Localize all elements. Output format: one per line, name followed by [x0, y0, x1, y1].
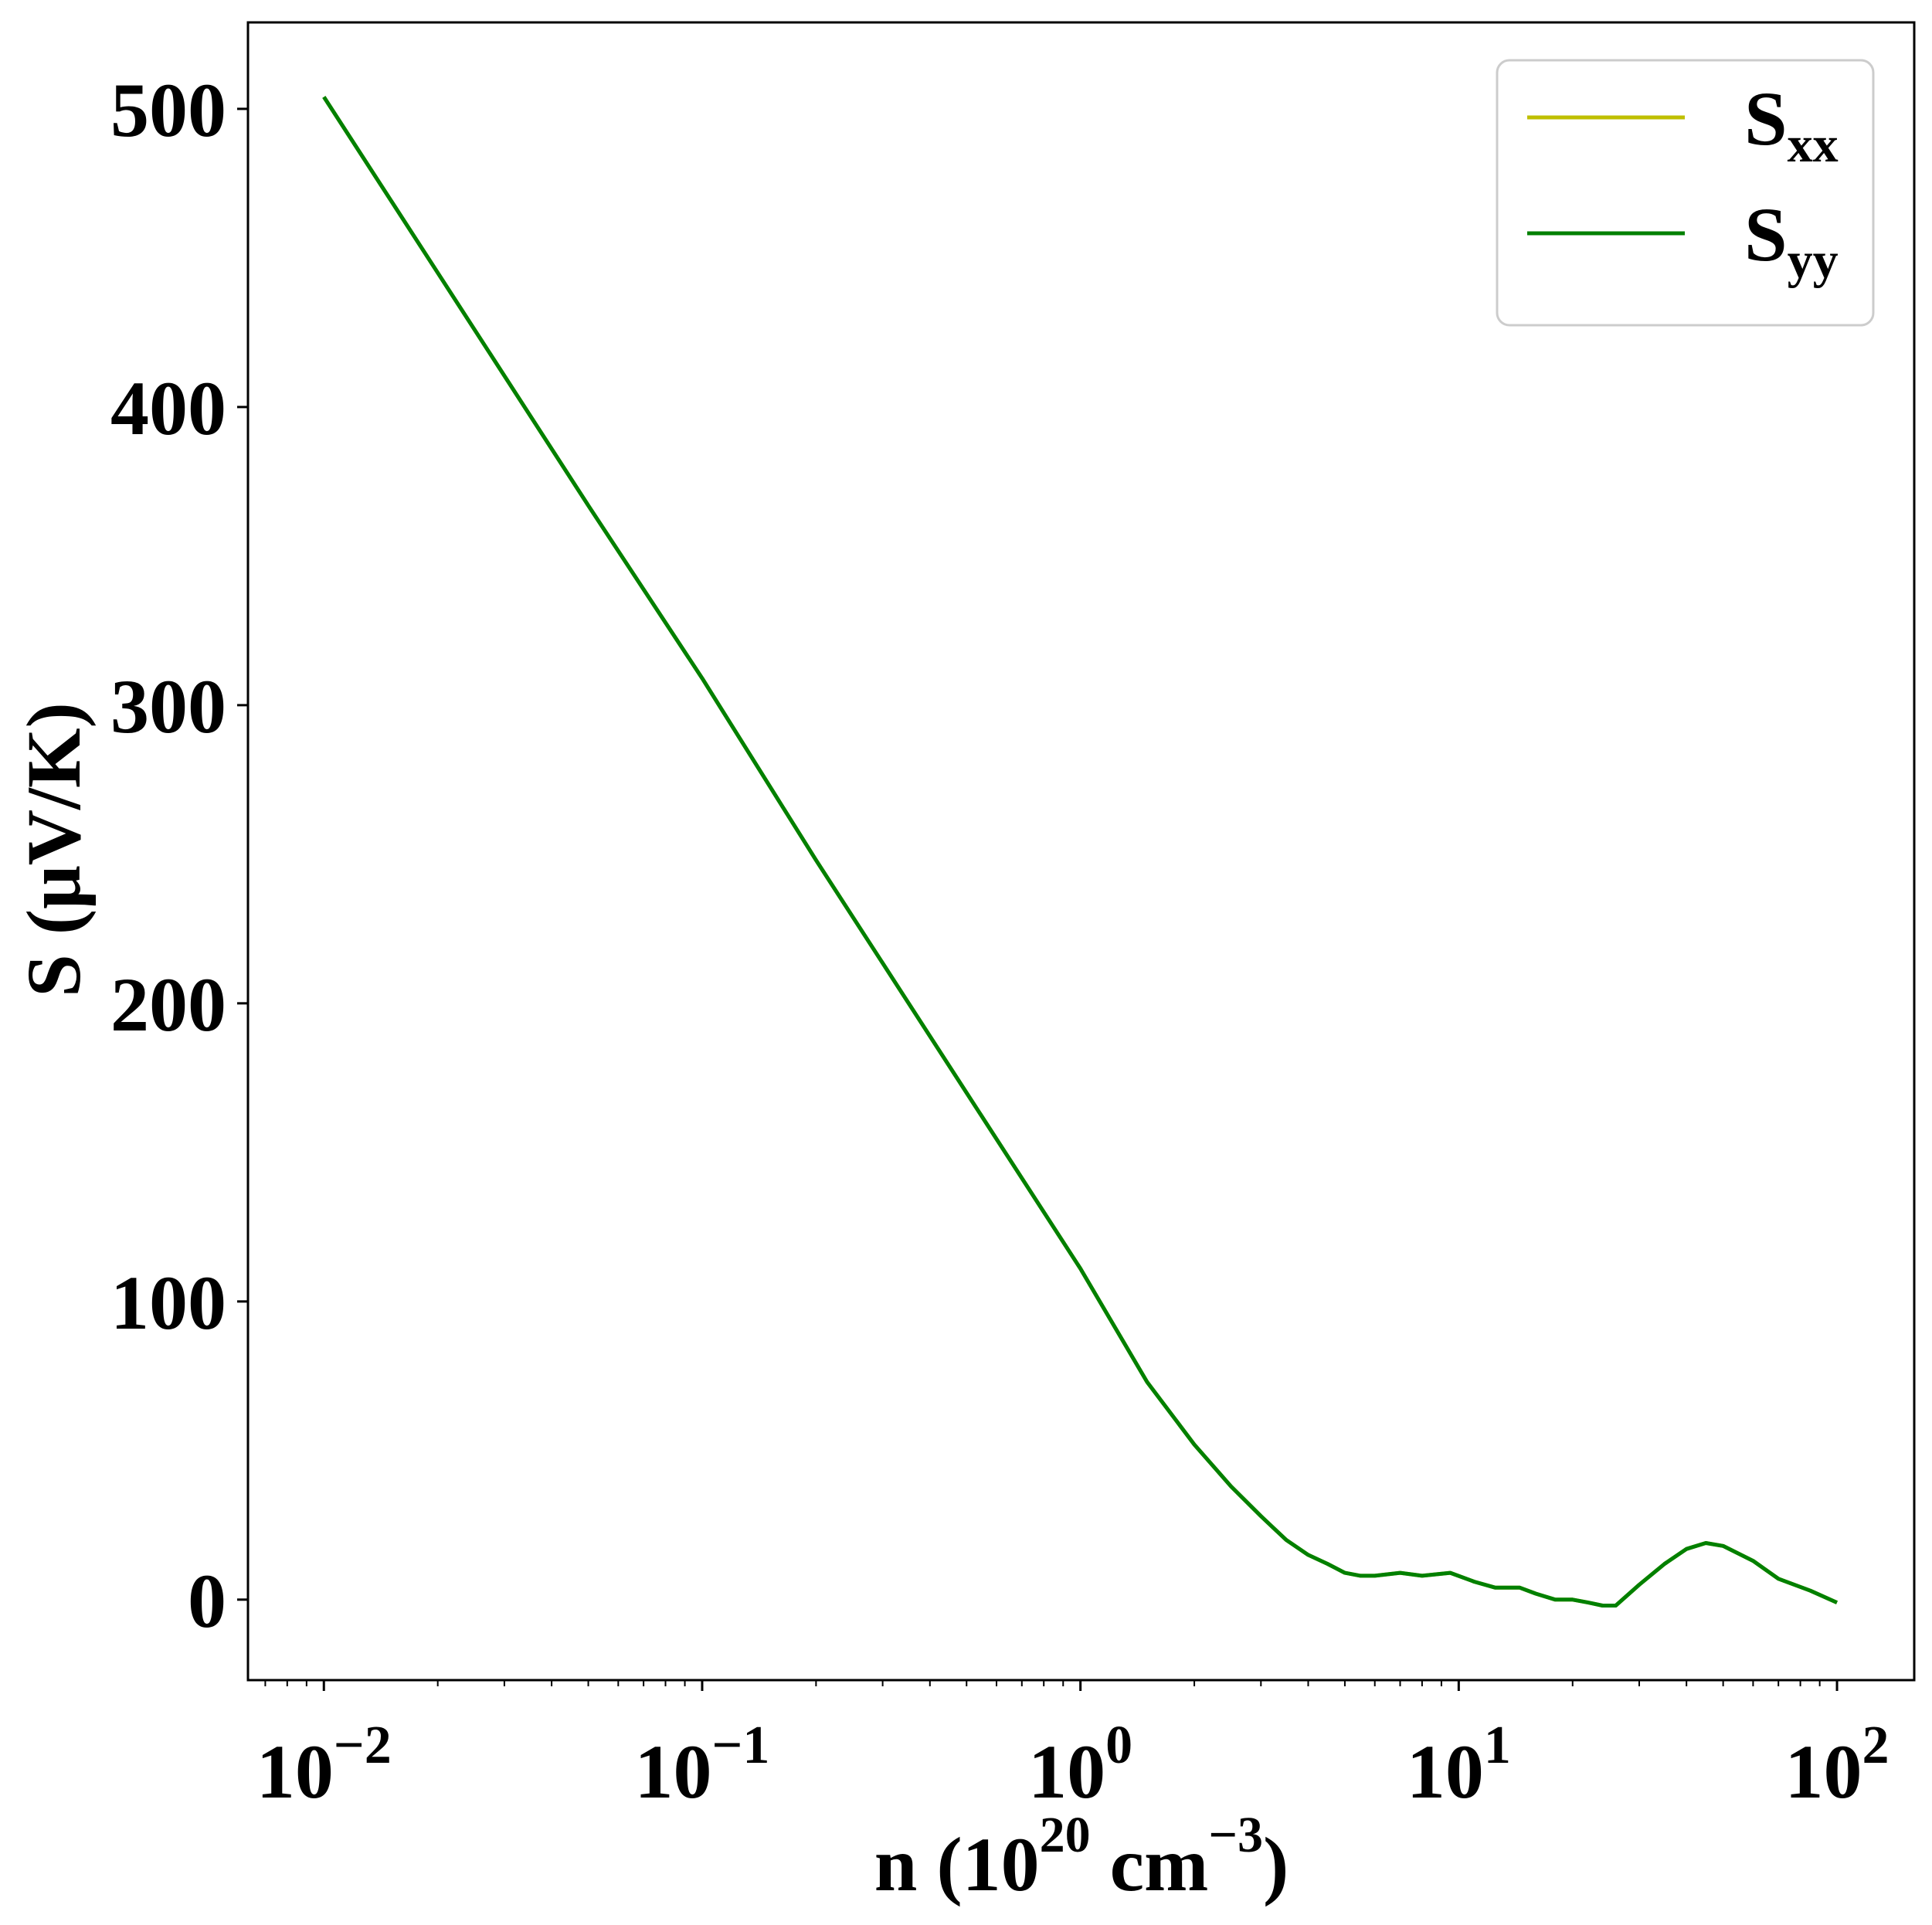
- x-tick-label: 101: [1407, 1716, 1511, 1815]
- x-tick-label: 102: [1785, 1716, 1890, 1815]
- x-axis-title-exp1: 20: [1040, 1807, 1091, 1863]
- legend-label-1: Syy: [1744, 192, 1839, 289]
- x-tick-label: 100: [1028, 1716, 1132, 1815]
- y-tick-label: 200: [110, 962, 226, 1047]
- y-tick-label: 0: [188, 1558, 226, 1644]
- y-axis: 0 100 200 300 400 500: [110, 67, 248, 1644]
- x-tick-label: 10−1: [635, 1716, 770, 1815]
- x-axis-title-base: n (10: [874, 1821, 1040, 1907]
- x-tick-label: 10−2: [256, 1716, 392, 1815]
- y-tick-label: 400: [110, 365, 226, 451]
- x-axis-title-exp2: −3: [1208, 1807, 1263, 1863]
- x-axis: 10−2 10−1 100 101 102: [256, 1680, 1890, 1815]
- y-tick-label: 300: [110, 664, 226, 749]
- legend-label-0: Sxx: [1744, 76, 1839, 173]
- x-axis-title-end: ): [1263, 1821, 1289, 1907]
- y-tick-label: 100: [110, 1260, 226, 1346]
- legend: Sxx Syy: [1496, 59, 1875, 327]
- legend-frame: [1496, 59, 1875, 327]
- series-line-1: [322, 96, 1839, 1608]
- x-axis-title: n (1020 cm−3): [874, 1807, 1289, 1907]
- series-layer: [322, 96, 1839, 1608]
- x-axis-title-mid: cm: [1091, 1821, 1209, 1907]
- y-axis-title: S (μV/K): [11, 702, 97, 997]
- y-tick-label: 500: [110, 67, 226, 153]
